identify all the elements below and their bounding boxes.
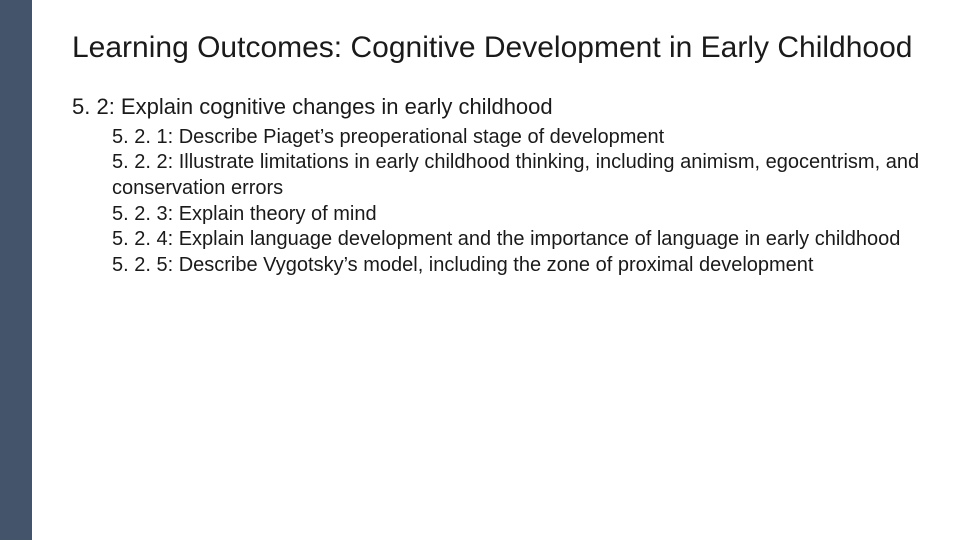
list-item: 5. 2. 1: Describe Piaget’s preoperationa… xyxy=(112,125,920,151)
section-heading: 5. 2: Explain cognitive changes in early… xyxy=(72,93,920,121)
slide-title: Learning Outcomes: Cognitive Development… xyxy=(72,30,920,65)
list-item: 5. 2. 4: Explain language development an… xyxy=(112,227,920,253)
list-item: 5. 2. 2: Illustrate limitations in early… xyxy=(112,150,920,201)
slide: Learning Outcomes: Cognitive Development… xyxy=(0,0,960,540)
slide-content: Learning Outcomes: Cognitive Development… xyxy=(32,0,960,278)
list-item: 5. 2. 5: Describe Vygotsky’s model, incl… xyxy=(112,253,920,279)
accent-stripe xyxy=(0,0,32,540)
outcome-list: 5. 2. 1: Describe Piaget’s preoperationa… xyxy=(72,125,920,279)
list-item: 5. 2. 3: Explain theory of mind xyxy=(112,202,920,228)
